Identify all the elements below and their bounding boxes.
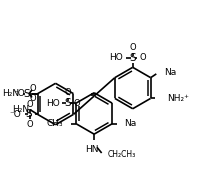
Text: CH₂CH₃: CH₂CH₃	[107, 150, 136, 159]
Text: O: O	[139, 53, 146, 62]
Text: NH₂⁺: NH₂⁺	[167, 94, 189, 103]
Text: S: S	[129, 53, 136, 63]
Text: H₂N: H₂N	[12, 105, 29, 114]
Text: H₂N: H₂N	[3, 89, 20, 98]
Text: S: S	[26, 109, 32, 119]
Text: S: S	[23, 89, 30, 99]
Text: ⁻O: ⁻O	[13, 89, 25, 98]
Text: O: O	[27, 120, 33, 129]
Text: O: O	[30, 94, 36, 103]
Text: HO: HO	[46, 99, 60, 108]
Text: Na: Na	[164, 68, 176, 76]
Text: O: O	[129, 43, 136, 52]
Text: HO: HO	[110, 53, 123, 62]
Text: HN: HN	[85, 145, 99, 155]
Text: CH₃: CH₃	[46, 119, 63, 128]
Text: O: O	[64, 88, 71, 98]
Text: S: S	[64, 98, 71, 108]
Text: O: O	[30, 84, 36, 93]
Text: O: O	[27, 100, 33, 109]
Text: Na: Na	[124, 119, 137, 128]
Text: O: O	[73, 99, 80, 108]
Text: ⁻O: ⁻O	[9, 110, 21, 119]
